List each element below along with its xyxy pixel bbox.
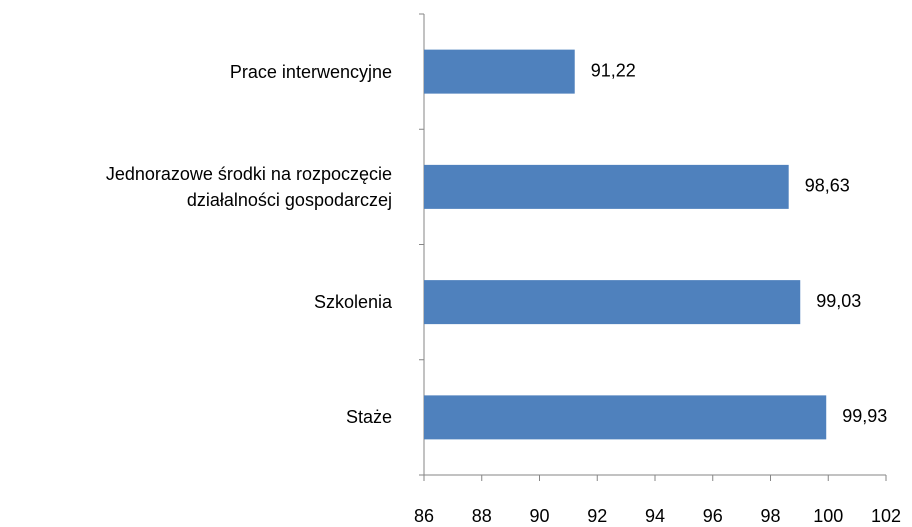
bar xyxy=(424,280,801,325)
y-tick-label: Jednorazowe środki na rozpoczęcie działa… xyxy=(105,163,392,210)
bar xyxy=(424,395,827,440)
x-tick-label: 98 xyxy=(760,506,780,526)
x-tick-label: 90 xyxy=(529,506,549,526)
y-tick-label: Staże xyxy=(345,407,392,428)
y-tick-label: Prace interwencyjne xyxy=(229,61,392,82)
x-tick-label: 92 xyxy=(587,506,607,526)
value-label: 99,93 xyxy=(842,406,887,426)
y-tick-label: Szkolenia xyxy=(313,292,392,313)
bar xyxy=(424,164,789,209)
x-tick-label: 100 xyxy=(813,506,843,526)
x-tick-label: 86 xyxy=(414,506,434,526)
x-tick-label: 88 xyxy=(472,506,492,526)
x-tick-label: 102 xyxy=(871,506,901,526)
value-label: 99,03 xyxy=(816,291,861,311)
x-tick-label: 94 xyxy=(645,506,665,526)
value-label: 91,22 xyxy=(591,60,636,80)
x-tick-label: 96 xyxy=(703,506,723,526)
bar xyxy=(424,49,575,94)
value-label: 98,63 xyxy=(805,176,850,196)
